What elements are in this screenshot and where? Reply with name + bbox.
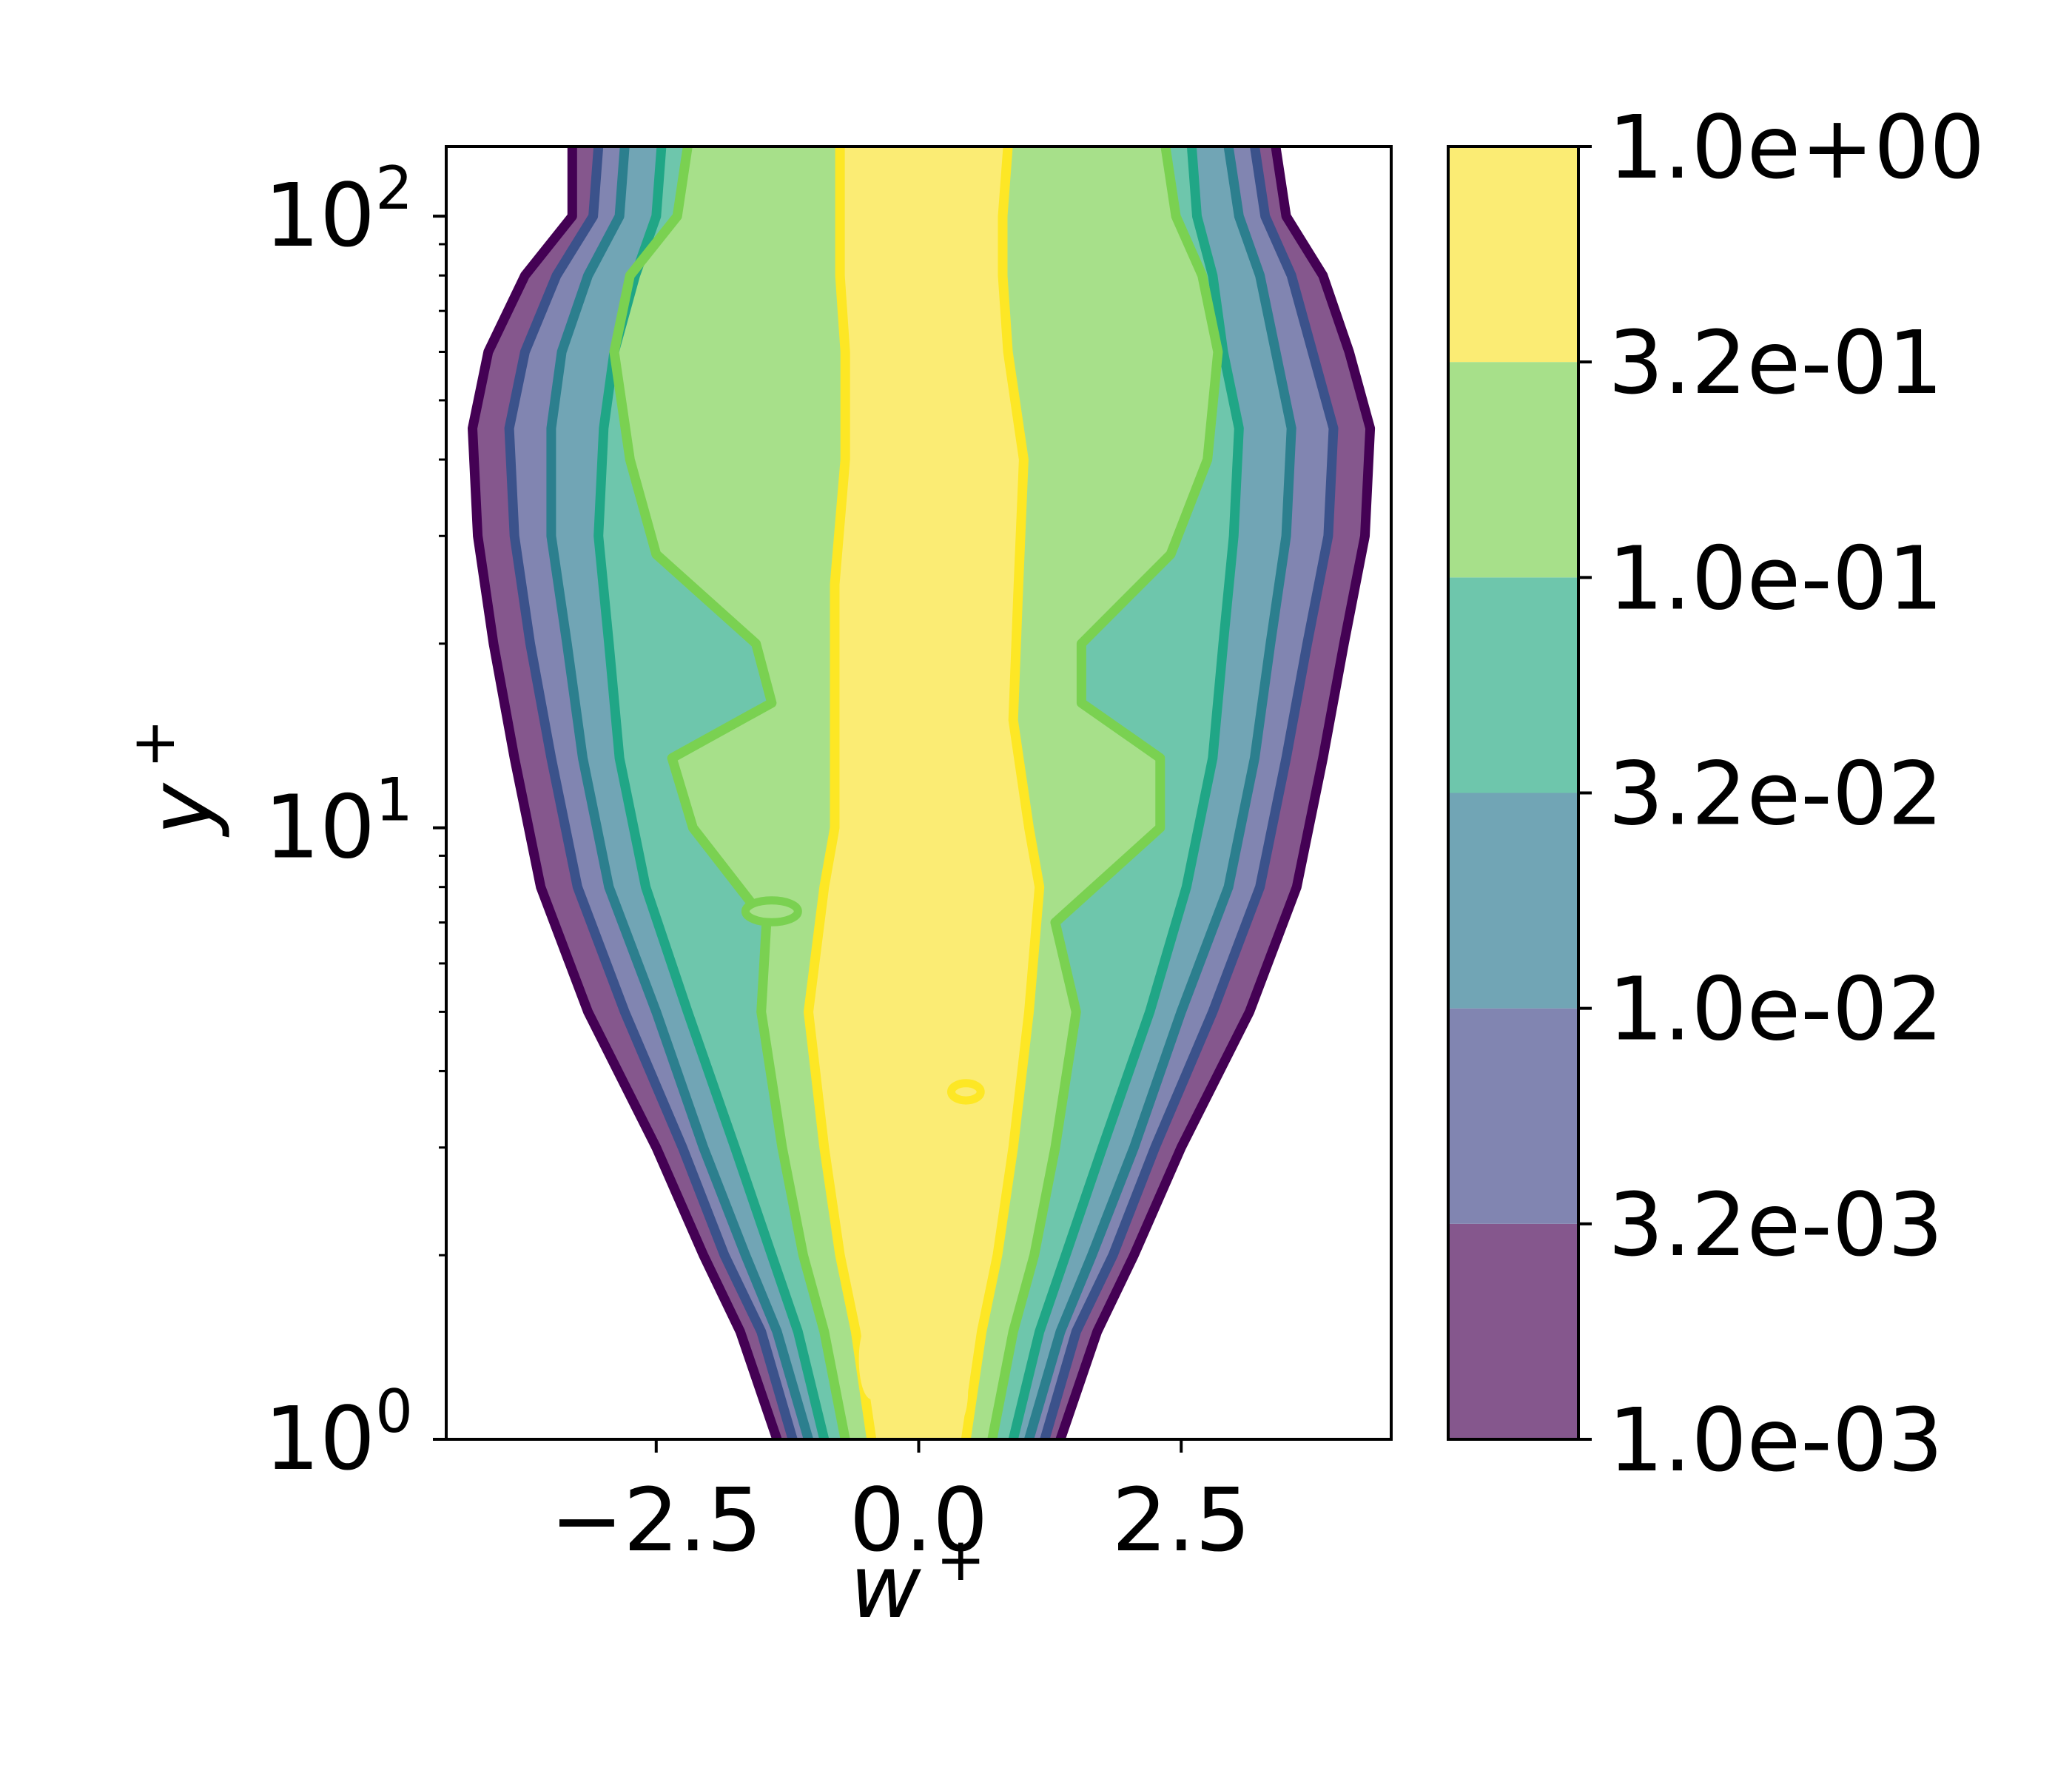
x-tick-label-0: −2.5 (551, 1469, 763, 1571)
colorbar-band-0 (1448, 1223, 1578, 1439)
contour-line-left-4 (609, 147, 850, 1439)
contour-line-left-1 (504, 147, 798, 1439)
contour-island-8 (741, 896, 802, 926)
contour-line-left-5 (804, 147, 877, 1439)
colorbar-band-1 (1448, 1008, 1578, 1224)
contour-lines (468, 147, 1376, 1439)
contour-line-right-5 (961, 147, 1045, 1439)
colorbar-label-6: 1.0e+00 (1608, 96, 1985, 198)
y-tick-label-2: 102 (264, 154, 413, 266)
colorbar-label-3: 3.2e-02 (1608, 743, 1943, 845)
plot-area (445, 145, 1393, 1441)
x-axis: −2.5 0.0 2.5 (551, 1439, 1251, 1571)
x-tick-label-1: 0.0 (850, 1469, 989, 1571)
colorbar-band-3 (1448, 577, 1578, 793)
colorbar-band-2 (1448, 793, 1578, 1009)
colorbar-label-5: 3.2e-01 (1608, 312, 1943, 414)
colorbar: 1.0e-03 3.2e-03 1.0e-02 3.2e-02 1.0e-01 3.2e-… (1447, 96, 1985, 1491)
contour-island-1 (943, 1355, 969, 1427)
colorbar-label-4: 1.0e-01 (1608, 527, 1943, 629)
colorbar-band-5 (1448, 147, 1578, 363)
contour-line-left-2 (546, 147, 813, 1439)
contour-island-7 (946, 1079, 985, 1105)
colorbar-label-0: 1.0e-03 (1608, 1389, 1943, 1491)
contour-island-3 (908, 671, 929, 687)
contour-island-0 (858, 1319, 884, 1399)
y-axis-title: y+ (119, 719, 232, 838)
y-tick-label-1: 101 (264, 766, 413, 878)
colorbar-label-1: 3.2e-03 (1608, 1174, 1943, 1276)
contour-island-4 (898, 707, 929, 733)
contour-line-left-0 (468, 147, 782, 1439)
y-axis: 100 101 102 (264, 154, 446, 1490)
contour-line-right-4 (987, 147, 1223, 1439)
contour-line-right-2 (1024, 147, 1296, 1439)
y-tick-label-0: 100 (264, 1377, 413, 1490)
contour-line-right-3 (1008, 147, 1244, 1439)
x-axis-title: w + (850, 1525, 986, 1638)
contour-island-5 (906, 758, 932, 779)
colorbar-label-2: 1.0e-02 (1608, 958, 1943, 1060)
contour-line-right-0 (1055, 147, 1376, 1439)
contour-fill-level-5 (808, 147, 1040, 1439)
contour-line-right-1 (1040, 147, 1339, 1439)
contour-island-6 (913, 797, 924, 813)
axis-titles: w + y+ (119, 719, 986, 1638)
contour-island-2 (973, 1194, 990, 1242)
colorbar-band-4 (1448, 362, 1578, 578)
x-tick-label-2: 2.5 (1111, 1469, 1251, 1571)
